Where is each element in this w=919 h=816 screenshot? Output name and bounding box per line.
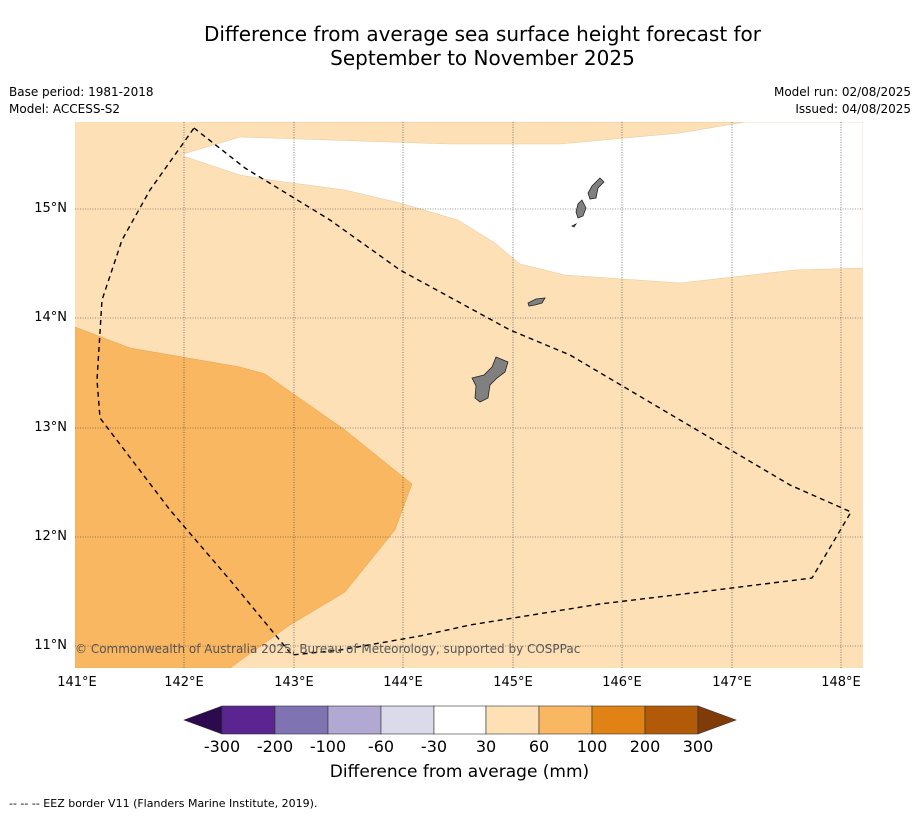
colorbar-segment-9 — [644, 705, 699, 735]
colorbar-segment-1 — [221, 705, 276, 735]
lon-label-142e: 142°E — [164, 675, 204, 690]
island-guam — [471, 356, 509, 403]
island-rota — [527, 297, 546, 307]
model-name: Model: ACCESS-S2 — [9, 102, 121, 116]
lon-label-144e: 144°E — [383, 675, 423, 690]
colorbar-extend-low — [183, 705, 223, 735]
land-masses — [471, 177, 605, 403]
colorbar-tick: -300 — [203, 737, 241, 756]
colorbar-tick: 60 — [528, 737, 550, 756]
region-neutral-white — [179, 122, 863, 284]
lon-label-143e: 143°E — [274, 675, 314, 690]
lat-label-11n: 11°N — [34, 638, 67, 653]
title-line-2: September to November 2025 — [330, 46, 635, 70]
lon-label-141e: 141°E — [57, 675, 97, 690]
copyright-credit: © Commonwealth of Australia 2025, Bureau… — [75, 642, 581, 656]
title-line-1: Difference from average sea surface heig… — [203, 22, 762, 46]
island-saipan — [587, 177, 605, 200]
island-tinian — [575, 199, 587, 219]
colorbar-segment-4 — [380, 705, 435, 735]
model-run: Model run: 02/08/2025 — [773, 85, 911, 99]
colorbar-tick: -30 — [420, 737, 448, 756]
lon-label-146e: 146°E — [602, 675, 642, 690]
lon-label-148e: 148°E — [821, 675, 861, 690]
colorbar-tick: 200 — [629, 737, 661, 756]
colorbar-segment-6 — [485, 705, 540, 735]
colorbar-tick: 300 — [682, 737, 714, 756]
lat-label-14n: 14°N — [34, 310, 67, 325]
colorbar-segment-2 — [274, 705, 329, 735]
colorbar-tick: 30 — [475, 737, 497, 756]
lat-label-12n: 12°N — [34, 529, 67, 544]
colorbar-segment-5 — [433, 705, 487, 735]
base-period: Base period: 1981-2018 — [9, 85, 154, 99]
meta-right: Model run: 02/08/2025 Issued: 04/08/2025 — [774, 84, 911, 118]
map-plot-area — [75, 122, 863, 668]
colorbar — [183, 705, 737, 735]
eez-footnote: -- -- -- EEZ border V11 (Flanders Marine… — [9, 797, 318, 810]
colorbar-tick: -60 — [367, 737, 395, 756]
lat-label-13n: 13°N — [34, 420, 67, 435]
colorbar-tick: -100 — [309, 737, 347, 756]
issued-date: Issued: 04/08/2025 — [795, 102, 911, 116]
colorbar-tick: -200 — [256, 737, 294, 756]
lat-label-15n: 15°N — [34, 201, 67, 216]
meta-left: Base period: 1981-2018 Model: ACCESS-S2 — [9, 84, 154, 118]
colorbar-tick: 100 — [576, 737, 608, 756]
eez-border — [96, 127, 853, 656]
colorbar-segment-7 — [538, 705, 593, 735]
lon-label-147e: 147°E — [712, 675, 752, 690]
region-60-100-orange — [75, 326, 413, 668]
colorbar-segment-3 — [327, 705, 382, 735]
island-aguijan — [571, 222, 578, 228]
colorbar-extend-high — [697, 705, 737, 735]
lon-label-145e: 145°E — [493, 675, 533, 690]
colorbar-title: Difference from average (mm) — [329, 762, 590, 782]
graticule — [75, 122, 863, 668]
chart-title: Difference from average sea surface heig… — [0, 22, 919, 70]
colorbar-segment-8 — [591, 705, 646, 735]
